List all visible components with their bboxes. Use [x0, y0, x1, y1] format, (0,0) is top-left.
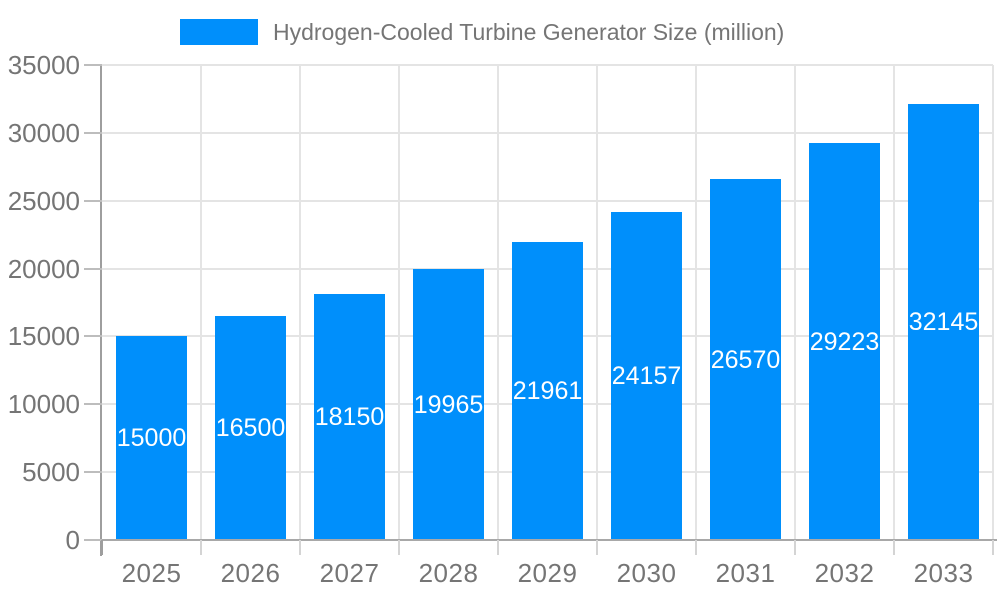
bar-2031[interactable]: 26570 [710, 179, 781, 540]
x-axis-tick [497, 540, 499, 555]
y-axis-tick-label: 0 [65, 525, 80, 555]
bar-value-label: 32145 [908, 308, 979, 336]
bar-2028[interactable]: 19965 [413, 269, 484, 540]
x-axis-tick [695, 540, 697, 555]
x-axis-tick-label: 2028 [418, 558, 479, 588]
y-axis-tick [84, 471, 102, 474]
bar-value-label: 24157 [611, 362, 682, 390]
x-axis-tick [398, 540, 400, 555]
x-axis-tick [893, 540, 895, 555]
y-gridline [102, 199, 993, 202]
x-axis-tick [299, 540, 301, 555]
bar-value-label: 26570 [710, 345, 781, 374]
y-axis-tick-label: 25000 [7, 185, 80, 216]
bar-value-label: 18150 [314, 403, 385, 431]
x-axis-tick-label: 2027 [319, 558, 380, 588]
category-gridline [398, 65, 400, 540]
y-axis-tick-label: 20000 [7, 253, 80, 284]
y-axis-tick-label: 10000 [7, 389, 80, 420]
category-gridline [893, 65, 895, 540]
bar-2033[interactable]: 32145 [908, 104, 979, 540]
category-gridline [596, 65, 598, 540]
y-gridline [102, 131, 993, 134]
x-axis-tick [200, 540, 202, 555]
category-gridline [200, 65, 202, 540]
legend-swatch [180, 19, 258, 45]
chart-legend: Hydrogen-Cooled Turbine Generator Size (… [180, 17, 784, 47]
x-axis-tick-label: 2033 [913, 558, 974, 588]
x-axis-tick-label: 2026 [220, 558, 281, 588]
x-axis-tick-label: 2030 [616, 558, 677, 588]
y-gridline [102, 64, 993, 66]
x-axis-tick-label: 2032 [814, 558, 875, 588]
legend-label: Hydrogen-Cooled Turbine Generator Size (… [273, 19, 785, 45]
category-gridline [695, 65, 697, 540]
category-gridline [497, 65, 499, 540]
x-axis-baseline [102, 539, 997, 541]
y-axis-tick [84, 335, 102, 338]
y-axis-line [100, 65, 102, 556]
y-axis-tick-label: 5000 [22, 457, 80, 488]
x-axis-tick-label: 2029 [517, 558, 578, 588]
x-axis-tick [596, 540, 598, 555]
y-axis-tick [84, 539, 102, 541]
y-axis-tick [84, 403, 102, 406]
y-axis-tick-label: 30000 [7, 117, 80, 148]
x-axis-tick-label: 2025 [121, 558, 182, 588]
bar-2029[interactable]: 21961 [512, 242, 583, 540]
y-axis-tick-label: 35000 [7, 50, 80, 80]
y-axis-tick [84, 131, 102, 134]
x-axis-tick-label: 2031 [715, 558, 776, 588]
bar-value-label: 21961 [512, 377, 583, 405]
bar-value-label: 15000 [116, 424, 187, 452]
bar-value-label: 16500 [215, 414, 286, 442]
x-axis-tick [794, 540, 796, 555]
bar-2030[interactable]: 24157 [611, 212, 682, 540]
x-axis-tick [101, 540, 103, 555]
category-gridline [299, 65, 301, 540]
y-axis-tick-label: 15000 [7, 321, 80, 352]
y-axis-tick [84, 199, 102, 202]
bar-2032[interactable]: 29223 [809, 143, 880, 540]
bar-value-label: 19965 [413, 390, 484, 419]
bar-2025[interactable]: 15000 [116, 336, 187, 540]
bar-value-label: 29223 [809, 327, 880, 356]
bar-2027[interactable]: 18150 [314, 294, 385, 540]
y-axis-tick [84, 64, 102, 66]
category-gridline [794, 65, 796, 540]
y-axis-tick [84, 267, 102, 270]
category-gridline [992, 65, 994, 540]
x-axis-tick [992, 540, 994, 555]
plot-area: 15000 16500 18150 19965 21961 24157 26570 29223… [102, 64, 994, 540]
bar-2026[interactable]: 16500 [215, 316, 286, 540]
